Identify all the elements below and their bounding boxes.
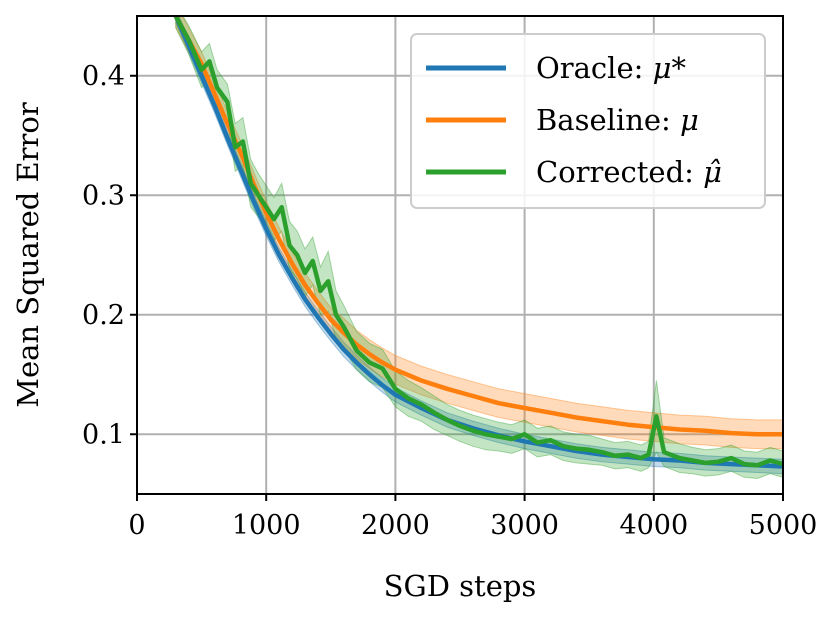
x-axis-ticks: 0 1000 2000 3000 4000 5000 [128,494,817,541]
plot-frame [136,15,784,495]
y-tick-label: 0.3 [82,180,125,211]
x-tick-label: 2000 [361,510,430,541]
y-tick-label: 0.4 [82,61,125,92]
legend: Oracle: μ* Baseline: μ Corrected: μ̂ [410,33,766,209]
baseline-legend-label: Baseline: μ [536,103,699,137]
x-tick-label: 3000 [490,510,559,541]
x-tick-label: 1000 [232,510,301,541]
y-tick-label: 0.1 [82,419,125,450]
x-tick-label: 0 [128,510,145,541]
corrected-series-line [173,16,783,468]
series-lines [173,16,783,469]
y-axis-ticks: 0.1 0.2 0.3 0.4 [82,61,137,450]
x-tick-label: 5000 [749,510,818,541]
x-axis-title: SGD steps [384,569,537,603]
y-tick-label: 0.2 [82,300,125,331]
y-axis-title: Mean Squared Error [11,102,45,408]
x-tick-label: 4000 [619,510,688,541]
corrected-legend-label: Corrected: μ̂ [536,155,722,189]
oracle-legend-label: Oracle: μ* [536,51,686,85]
oracle-confidence-band [175,16,783,475]
legend-box [410,33,766,209]
